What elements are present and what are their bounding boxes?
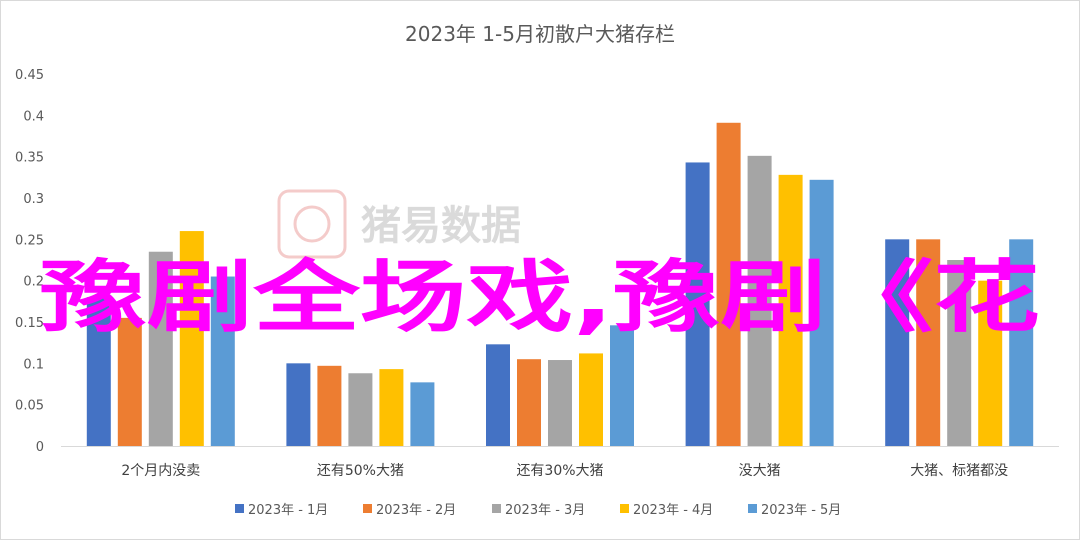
watermark-text: 猪易数据 [361,203,521,249]
y-tick-label-5: 0.25 [15,233,44,248]
bar-s4-c5 [978,280,1003,446]
legend-label-3: 2023年 - 3月 [505,503,585,518]
bar-s1-c3 [486,344,510,446]
bar-s5-c4 [809,179,834,446]
legend-label-5: 2023年 - 5月 [761,503,841,518]
bar-s3-c3 [548,360,572,446]
legend-label-2: 2023年 - 2月 [376,503,456,518]
x-category-label-2: 还有50%大猪 [317,463,404,479]
bar-s3-c5 [947,260,972,446]
bar-s4-c3 [579,353,603,446]
y-tick-label-8: 0.4 [23,109,44,124]
x-category-label-4: 没大猪 [739,463,781,479]
bar-s3-c4 [747,155,772,446]
y-tick-label-3: 0.15 [15,316,44,331]
legend-swatch-3 [492,504,501,513]
y-tick-label-4: 0.2 [23,275,44,290]
watermark-logo-inner-icon [293,205,331,243]
bar-s4-c2 [379,369,404,446]
bar-s1-c4 [685,162,710,446]
watermark-logo-icon [277,189,347,259]
chart-title: 2023年 1-5月初散户大猪存栏 [405,22,675,46]
x-category-label-1: 2个月内没卖 [121,463,200,479]
bar-s2-c3 [517,359,541,446]
y-tick-label-6: 0.3 [23,192,44,207]
bar-s2-c5 [916,239,941,446]
bar-s2-c4 [716,122,741,447]
x-category-label-5: 大猪、标猪都没 [910,463,1008,479]
bar-s3-c1 [148,251,173,446]
bar-s5-c5 [1009,239,1034,446]
bar-s2-c2 [317,365,342,446]
y-tick-label-7: 0.35 [15,151,44,166]
bar-s1-c2 [286,363,311,446]
bar-s1-c1 [86,297,111,446]
overlay-caption-text: 豫剧全场戏,豫剧《花 [40,253,1040,343]
bar-s2-c1 [117,317,142,446]
bar-s1-c5 [885,239,910,446]
legend-swatch-4 [620,504,629,513]
y-tick-label-0: 0 [36,440,44,455]
bar-s5-c1 [210,276,235,446]
legend-swatch-1 [235,504,244,513]
y-tick-label-2: 0.1 [23,357,44,372]
bar-s5-c3 [610,325,634,446]
x-category-label-3: 还有30%大猪 [516,463,603,479]
bar-s5-c2 [410,382,435,446]
legend-label-4: 2023年 - 4月 [633,503,713,518]
legend-label-1: 2023年 - 1月 [248,503,328,518]
bar-s3-c2 [348,373,373,446]
y-tick-label-9: 0.45 [15,68,44,83]
bar-s4-c4 [778,174,803,446]
y-tick-label-1: 0.05 [15,399,44,414]
legend-swatch-2 [363,504,372,513]
bar-s4-c1 [179,231,204,446]
legend-swatch-5 [748,504,757,513]
